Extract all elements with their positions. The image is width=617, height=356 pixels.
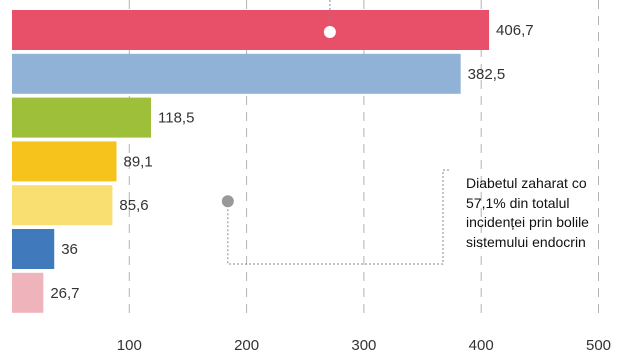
highlight-marker: [323, 26, 336, 38]
gridlines: [128, 0, 599, 320]
bar-6: [12, 272, 44, 313]
value-label-1: 382,5: [468, 66, 506, 83]
bar-3: [12, 141, 117, 182]
tick-label-100: 100: [117, 337, 142, 354]
bar-1: [12, 53, 461, 94]
tick-label-200: 200: [234, 337, 259, 354]
callout-marker: [221, 195, 234, 208]
tick-label-500: 500: [586, 337, 611, 354]
value-label-0: 406,7: [496, 22, 534, 39]
value-label-2: 118,5: [158, 110, 194, 127]
tick-label-300: 300: [351, 337, 376, 354]
value-label-6: 26,7: [50, 285, 79, 302]
value-labels: 406,7 382,5 118,5 89,1 85,6 36 26,7: [50, 22, 533, 302]
value-label-5: 36: [61, 241, 78, 258]
bars: [12, 10, 490, 313]
bar-4: [12, 185, 113, 226]
tick-label-400: 400: [469, 337, 494, 354]
annotation-line-4: sistemului endocrin: [466, 233, 586, 250]
annotation-line-3: incidenței prin bolile: [466, 214, 589, 230]
markers: [221, 0, 336, 208]
value-label-4: 85,6: [119, 197, 148, 214]
annotation-text: Diabetul zaharat co 57,1% din totalul in…: [466, 174, 617, 252]
callout-bracket: [227, 169, 449, 265]
value-label-3: 89,1: [124, 153, 153, 170]
bar-0: [12, 10, 490, 50]
annotation-connector: [227, 169, 449, 265]
bar-2: [12, 97, 152, 138]
x-axis-tick-labels: 100 200 300 400 500: [117, 337, 611, 354]
annotation-line-1: Diabetul zaharat co: [466, 175, 587, 191]
annotation-line-2: 57,1% din totalul: [466, 194, 570, 211]
bar-5: [12, 229, 55, 269]
